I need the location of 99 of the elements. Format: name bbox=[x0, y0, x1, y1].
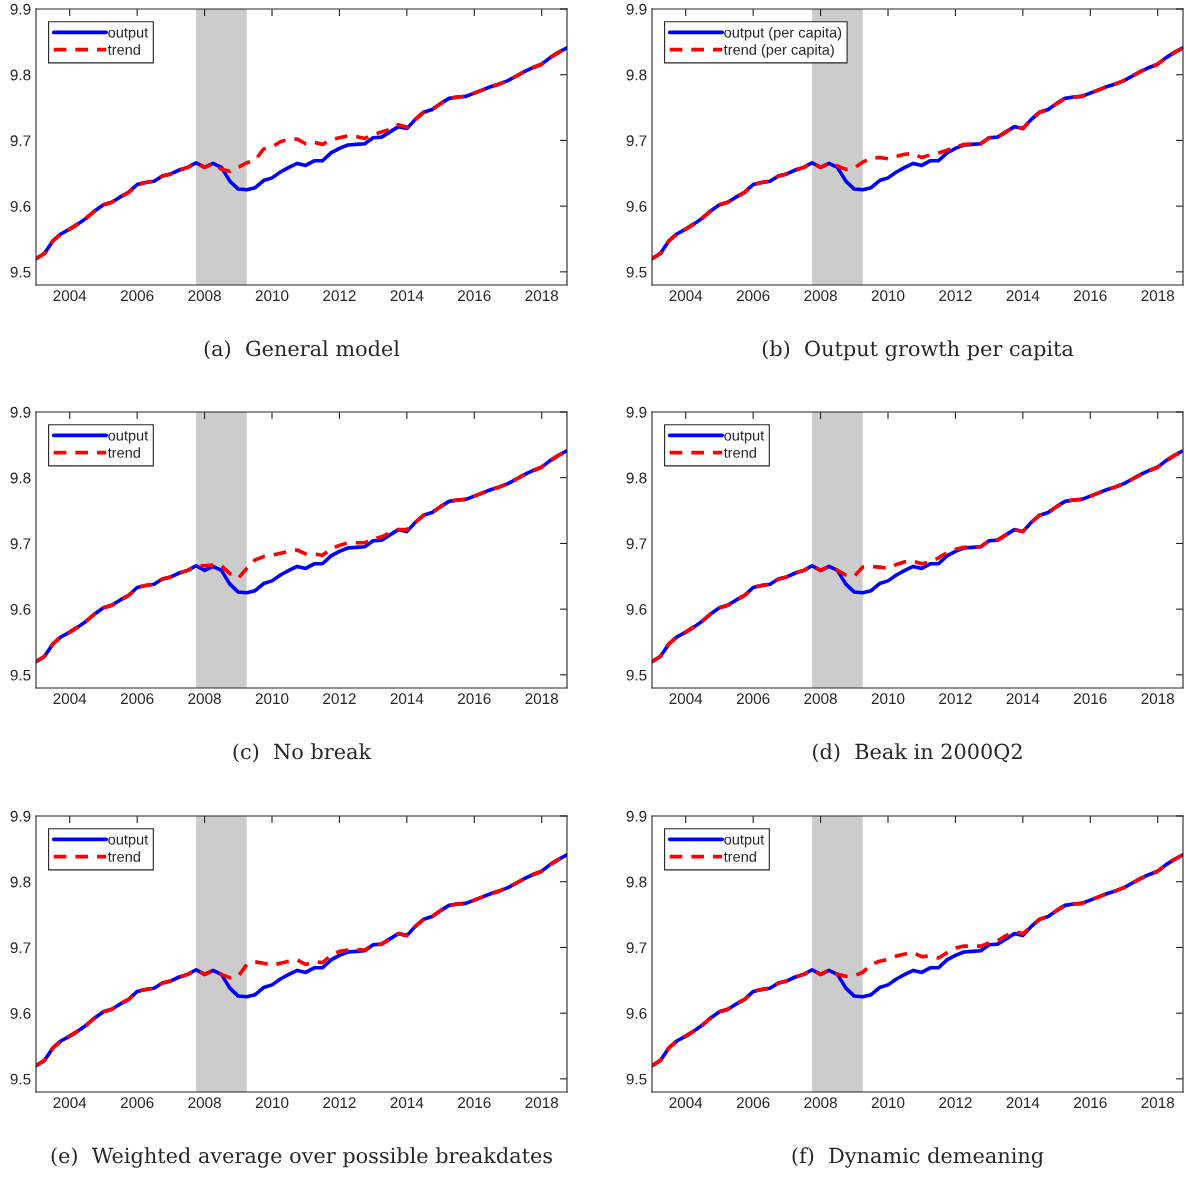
y-tick-label: 9.5 bbox=[10, 669, 31, 681]
y-tick-label: 9.9 bbox=[626, 810, 647, 822]
x-tick-label: 2010 bbox=[255, 1097, 289, 1109]
legend-label: output bbox=[108, 431, 149, 444]
x-tick-label: 2004 bbox=[53, 290, 87, 302]
y-tick-label: 9.9 bbox=[10, 406, 31, 418]
x-tick-label: 2014 bbox=[1006, 693, 1040, 705]
y-tick-label: 9.8 bbox=[626, 876, 647, 888]
x-tick-label: 2012 bbox=[323, 693, 356, 705]
x-tick-label: 2004 bbox=[669, 290, 703, 302]
x-tick-label: 2014 bbox=[1006, 290, 1040, 302]
y-tick-label: 9.5 bbox=[10, 1073, 31, 1085]
text: (b) Output growth per capita bbox=[762, 340, 1074, 361]
legend-label: output (per capita) bbox=[724, 26, 842, 41]
x-tick-label: 2008 bbox=[804, 290, 837, 302]
y-tick-label: 9.6 bbox=[10, 604, 31, 615]
legend-label: trend bbox=[107, 44, 140, 55]
y-tick-label: 9.5 bbox=[626, 266, 647, 278]
legend-label: output bbox=[108, 28, 149, 41]
x-tick-label: 2004 bbox=[669, 1097, 703, 1109]
y-tick-label: 9.6 bbox=[626, 1008, 647, 1019]
y-tick-label: 9.6 bbox=[626, 604, 647, 615]
x-tick-label: 2016 bbox=[1074, 1097, 1107, 1109]
legend-label: trend bbox=[723, 851, 756, 862]
x-tick-label: 2012 bbox=[939, 693, 972, 705]
x-tick-label: 2010 bbox=[871, 693, 905, 705]
y-tick-label: 9.5 bbox=[626, 669, 647, 681]
line-series bbox=[36, 852, 567, 1068]
x-tick-label: 2012 bbox=[323, 1097, 356, 1109]
x-tick-label: 2008 bbox=[188, 1097, 221, 1109]
x-tick-label: 2008 bbox=[188, 290, 221, 302]
x-tick-label: 2010 bbox=[255, 693, 289, 705]
x-tick-label: 2014 bbox=[390, 290, 424, 302]
y-tick-label: 9.9 bbox=[10, 810, 31, 822]
x-tick-label: 2016 bbox=[1074, 693, 1107, 705]
x-tick-label: 2016 bbox=[458, 290, 491, 302]
x-tick-label: 2010 bbox=[871, 1097, 905, 1109]
y-tick-label: 9.5 bbox=[10, 266, 31, 278]
y-tick-label: 9.7 bbox=[626, 538, 647, 550]
text: (a) General model bbox=[204, 340, 400, 360]
x-tick-label: 2008 bbox=[804, 1097, 837, 1109]
x-tick-label: 2018 bbox=[525, 290, 559, 302]
line-series bbox=[652, 448, 1183, 664]
x-tick-label: 2006 bbox=[736, 290, 770, 302]
y-tick-label: 9.7 bbox=[10, 538, 31, 550]
x-tick-label: 2008 bbox=[188, 693, 221, 705]
text: (d) Beak in 2000Q2 bbox=[813, 743, 1022, 763]
y-tick-label: 9.6 bbox=[626, 201, 647, 212]
y-tick-label: 9.9 bbox=[10, 3, 31, 15]
y-tick-label: 9.7 bbox=[626, 135, 647, 147]
x-tick-label: 2014 bbox=[390, 1097, 424, 1109]
x-tick-label: 2018 bbox=[1141, 1097, 1175, 1109]
x-tick-label: 2006 bbox=[120, 1097, 154, 1109]
x-tick-label: 2012 bbox=[939, 1097, 972, 1109]
x-tick-label: 2006 bbox=[736, 1097, 770, 1109]
legend-label: trend (per capita) bbox=[723, 44, 834, 58]
x-tick-label: 2016 bbox=[458, 693, 491, 705]
y-tick-label: 9.8 bbox=[10, 876, 31, 888]
x-tick-label: 2010 bbox=[255, 290, 289, 302]
x-tick-label: 2006 bbox=[120, 693, 154, 705]
x-tick-label: 2014 bbox=[1006, 1097, 1040, 1109]
x-tick-label: 2006 bbox=[120, 290, 154, 302]
y-tick-label: 9.7 bbox=[10, 942, 31, 954]
legend-label: output bbox=[108, 835, 149, 848]
x-tick-label: 2006 bbox=[736, 693, 770, 705]
x-tick-label: 2010 bbox=[871, 290, 905, 302]
y-tick-label: 9.7 bbox=[626, 942, 647, 954]
y-tick-label: 9.6 bbox=[10, 201, 31, 212]
y-tick-label: 9.7 bbox=[10, 135, 31, 147]
x-tick-label: 2018 bbox=[1141, 693, 1175, 705]
legend-label: trend bbox=[107, 447, 140, 458]
y-tick-label: 9.6 bbox=[10, 1008, 31, 1019]
x-tick-label: 2004 bbox=[669, 693, 703, 705]
x-tick-label: 2014 bbox=[390, 693, 424, 705]
y-tick-label: 9.8 bbox=[10, 472, 31, 484]
legend-label: output bbox=[724, 835, 765, 848]
x-tick-label: 2016 bbox=[1074, 290, 1107, 302]
y-tick-label: 9.8 bbox=[626, 472, 647, 484]
y-tick-label: 9.8 bbox=[10, 69, 31, 81]
legend-label: output bbox=[724, 431, 765, 444]
legend-label: trend bbox=[107, 851, 140, 862]
x-tick-label: 2016 bbox=[458, 1097, 491, 1109]
x-tick-label: 2018 bbox=[1141, 290, 1175, 302]
x-tick-label: 2012 bbox=[939, 290, 972, 302]
text: (e) Weighted average over possible breakdates bbox=[51, 1147, 552, 1168]
text: (c) No break bbox=[233, 743, 372, 763]
x-tick-label: 2008 bbox=[804, 693, 837, 705]
x-tick-label: 2004 bbox=[53, 693, 87, 705]
x-tick-label: 2012 bbox=[323, 290, 356, 302]
text: (f) Dynamic demeaning bbox=[792, 1147, 1044, 1168]
legend-label: trend bbox=[723, 447, 756, 458]
x-tick-label: 2018 bbox=[525, 1097, 559, 1109]
x-tick-label: 2004 bbox=[53, 1097, 87, 1109]
x-tick-label: 2018 bbox=[525, 693, 559, 705]
y-tick-label: 9.9 bbox=[626, 406, 647, 418]
y-tick-label: 9.5 bbox=[626, 1073, 647, 1085]
y-tick-label: 9.8 bbox=[626, 69, 647, 81]
line-series bbox=[652, 45, 1183, 261]
y-tick-label: 9.9 bbox=[626, 3, 647, 15]
